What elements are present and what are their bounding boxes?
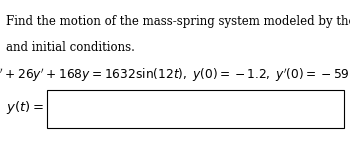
Text: $y'' + 26y' + 168y = 1632\sin(12t),\; y(0) = -1.2,\; y'(0) = -59.2$: $y'' + 26y' + 168y = 1632\sin(12t),\; y(…	[0, 67, 350, 84]
Text: Find the motion of the mass-spring system modeled by the ODE: Find the motion of the mass-spring syste…	[6, 14, 350, 28]
Text: and initial conditions.: and initial conditions.	[6, 41, 135, 54]
Text: $y(t) =$: $y(t) =$	[6, 99, 44, 116]
FancyBboxPatch shape	[47, 90, 344, 128]
